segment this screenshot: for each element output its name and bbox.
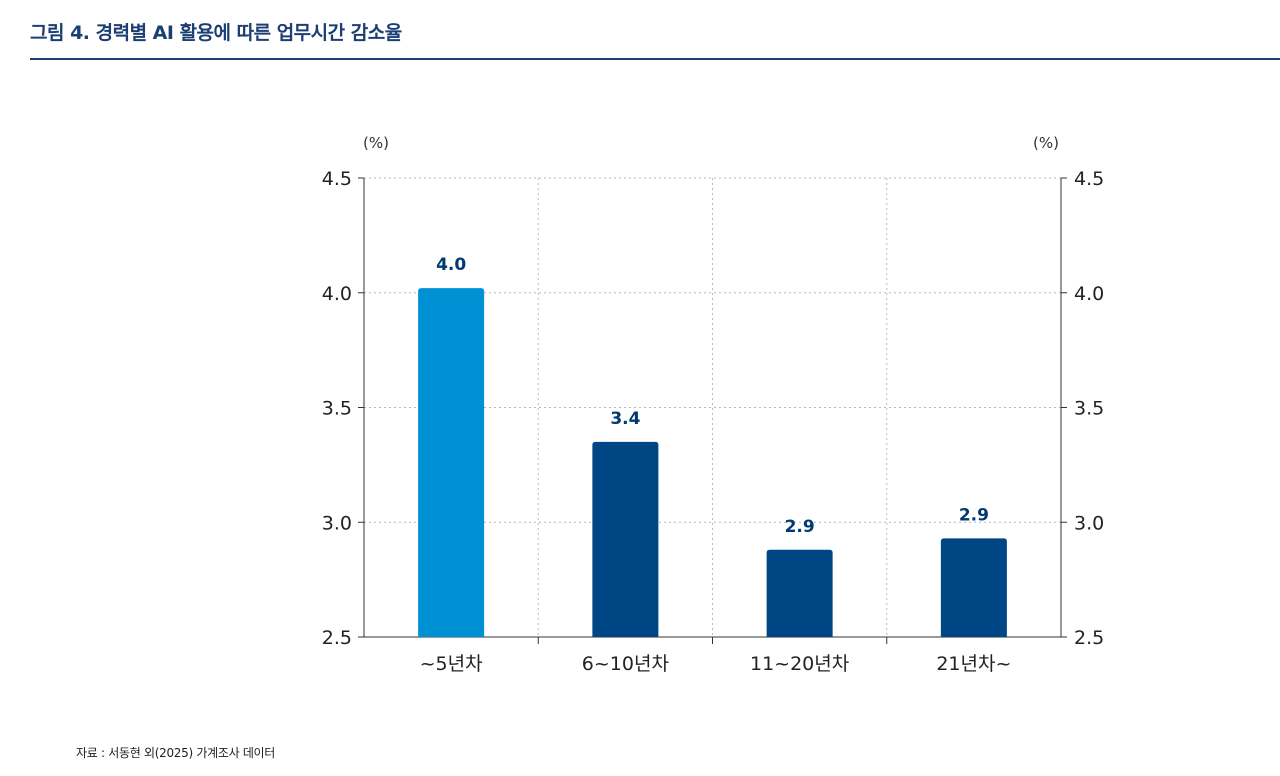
y-tick-label-right: 3.5	[1074, 398, 1104, 420]
y-tick-label-left: 2.5	[322, 627, 352, 649]
x-category-label: 6~10년차	[582, 653, 669, 675]
y-tick-label-right: 2.5	[1074, 627, 1104, 649]
x-category-label: ~5년차	[420, 653, 483, 675]
bar	[592, 441, 659, 637]
y-tick-label-left: 4.0	[322, 283, 352, 305]
y-tick-label-left: 3.0	[322, 512, 352, 534]
bar	[766, 549, 833, 637]
figure-title: 그림 4. 경력별 AI 활용에 따른 업무시간 감소율	[30, 22, 402, 44]
y-axis-unit-right: (%)	[1033, 134, 1059, 152]
y-axis-unit-left: (%)	[363, 134, 389, 152]
bar-value-label: 2.9	[785, 517, 815, 537]
bar-value-label: 4.0	[436, 255, 466, 275]
bar	[418, 288, 485, 637]
x-category-label: 11~20년차	[750, 653, 849, 675]
y-tick-label-right: 4.5	[1074, 168, 1104, 190]
y-tick-label-right: 3.0	[1074, 512, 1104, 534]
title-divider	[30, 58, 1280, 60]
bar	[940, 538, 1007, 637]
x-category-label: 21년차~	[936, 653, 1011, 675]
y-tick-label-right: 4.0	[1074, 283, 1104, 305]
y-tick-label-left: 4.5	[322, 168, 352, 190]
bar-value-label: 3.4	[610, 409, 640, 429]
bar-value-label: 2.9	[959, 505, 989, 525]
source-note: 자료 : 서동현 외(2025) 가계조사 데이터	[76, 746, 276, 760]
y-tick-label-left: 3.5	[322, 398, 352, 420]
